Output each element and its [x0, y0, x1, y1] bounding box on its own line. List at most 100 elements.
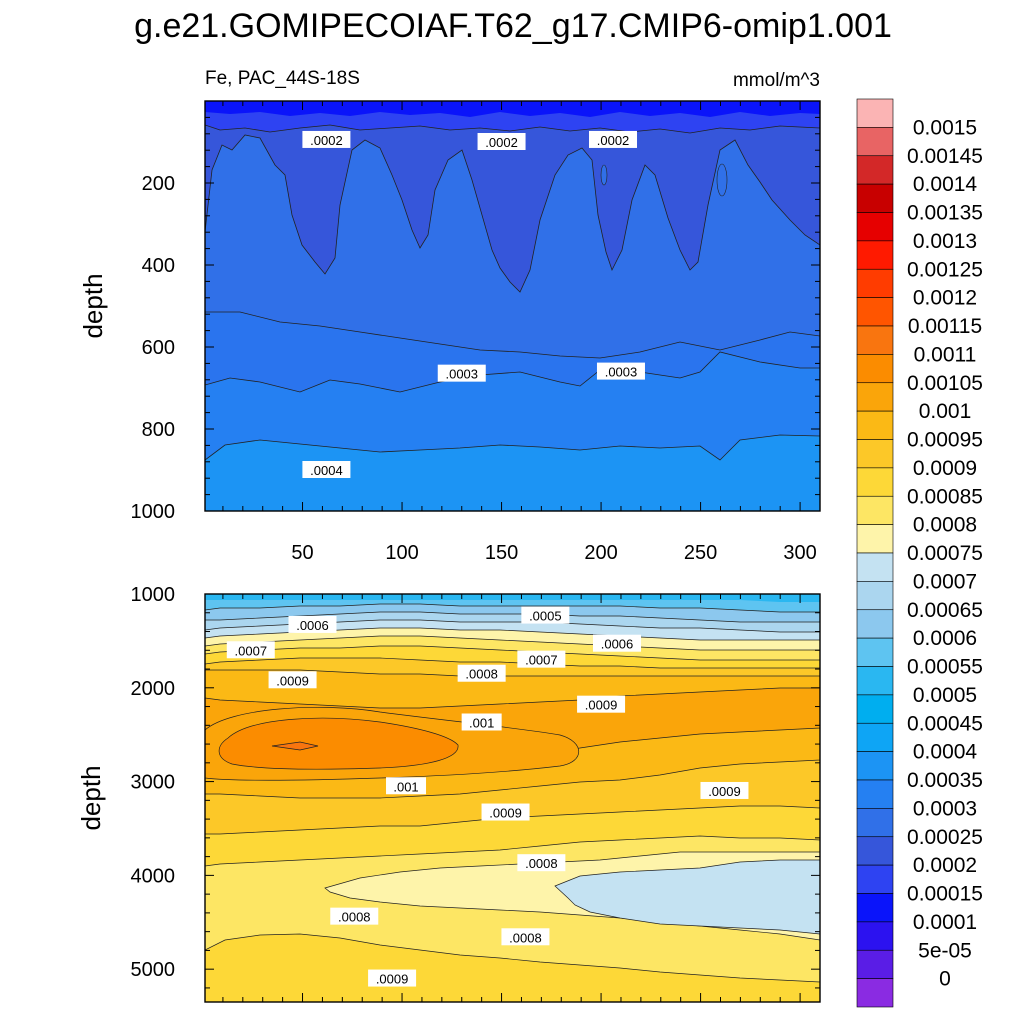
colorbar-swatch: [856, 467, 894, 497]
colorbar-label: 0.0005: [913, 684, 977, 707]
contour-label-box: [368, 969, 417, 987]
colorbar-swatch: [856, 325, 894, 355]
units-label: mmol/m^3: [733, 70, 820, 91]
contour-label-text: .0006: [601, 637, 634, 652]
contour-label: .0008: [517, 854, 566, 872]
contour-label: .0007: [517, 650, 566, 668]
colorbar-label: 5e-05: [918, 939, 972, 962]
colorbar-swatch: [856, 779, 894, 809]
contour-label: .001: [461, 713, 502, 731]
x-tick-label: 50: [291, 542, 313, 564]
colorbar-label: 0.00105: [907, 372, 983, 395]
contour-label: .0009: [577, 695, 626, 713]
contour-label-box: [700, 781, 749, 799]
colorbar-swatch: [856, 127, 894, 157]
colorbar-swatch: [856, 382, 894, 412]
colorbar-label: 0.00095: [907, 429, 983, 452]
contour-label: .001: [386, 777, 427, 795]
lower-core-0p0011: [271, 741, 319, 751]
lower-band-0p0007-pocket: [554, 859, 820, 935]
contour-label-box: [517, 650, 566, 668]
contour-label-box: [457, 664, 506, 682]
upper-pocket: [600, 164, 608, 186]
colorbar-swatch: [856, 808, 894, 838]
colorbar-swatch: [856, 524, 894, 554]
contour-label-box: [521, 606, 570, 624]
colorbar-swatch: [856, 155, 894, 185]
y-tick-label: 4000: [131, 865, 176, 887]
contour-label-text: .0003: [605, 365, 638, 380]
contour-label-text: .0007: [235, 643, 268, 658]
lower-band-0p0009-bottom: [205, 933, 820, 1002]
contour-label-text: .0008: [338, 910, 371, 925]
colorbar-swatch: [856, 893, 894, 923]
lower-core-0p00105: [218, 717, 459, 770]
colorbar-label: 0.00045: [907, 712, 983, 735]
contour-label-box: [477, 133, 526, 150]
contour-label: .0005: [521, 606, 570, 624]
contour-label: .0009: [700, 781, 749, 799]
colorbar-swatch: [856, 751, 894, 781]
colorbar-label: 0.00135: [907, 202, 983, 225]
colorbar-swatch: [856, 495, 894, 525]
contour-label-box: [302, 130, 351, 148]
contour-label-box: [386, 777, 427, 795]
contour-label-text: .0003: [445, 367, 478, 382]
contour-label-text: .001: [393, 779, 418, 794]
contour-label-text: .0004: [310, 463, 343, 478]
contour-label-text: .0009: [489, 806, 522, 821]
colorbar-label: 0.0006: [913, 627, 977, 650]
contour-label-text: .0007: [525, 653, 558, 668]
contour-label: .0002: [302, 130, 351, 148]
contour-label-text: .0009: [376, 972, 409, 987]
colorbar-swatch: [856, 183, 894, 213]
upper-pocket: [716, 163, 728, 197]
colorbar-swatch: [856, 921, 894, 951]
contour-label-box: [596, 362, 645, 380]
colorbar-label: 0.0015: [913, 116, 977, 139]
lower-axis-ticks: 1000 2000 3000 4000 5000: [131, 584, 821, 1002]
colorbar-label: 0.00025: [907, 826, 983, 849]
x-tick-label: 250: [684, 542, 717, 564]
colorbar-label: 0.00145: [907, 145, 983, 168]
x-tick-label: 100: [385, 542, 418, 564]
upper-axis-ticks: 200 400 600 800 1000 50 100 150 200 250 300: [131, 100, 821, 564]
upper-band-0p0002: [205, 101, 820, 293]
contour-label-text: .0009: [276, 673, 309, 688]
y-tick-label: 2000: [131, 678, 176, 700]
lower-plot-frame: [204, 593, 821, 1003]
colorbar-label: 0.0012: [913, 287, 977, 310]
colorbar-swatch: [856, 439, 894, 469]
contour-label-box: [437, 364, 486, 382]
colorbar-label: 0.0002: [913, 854, 977, 877]
contour-label-box: [330, 907, 379, 925]
colorbar-swatch: [856, 864, 894, 894]
colorbar-label: 0.0014: [913, 173, 978, 196]
upper-contour-labels: .0002 .0002 .0002 .0003 .0003 .0004: [302, 130, 645, 478]
colorbar-label: 0.00035: [907, 769, 983, 792]
contour-label: .0003: [437, 364, 486, 382]
colorbar-swatch: [856, 297, 894, 327]
colorbar-swatch: [856, 978, 894, 1008]
colorbar-swatch: [856, 581, 894, 611]
colorbar-label: 0: [939, 968, 951, 991]
contour-label: .0007: [226, 641, 275, 659]
colorbar-swatch: [856, 694, 894, 724]
colorbar-swatch: [856, 354, 894, 384]
colorbar-swatch: [856, 836, 894, 866]
contour-label-text: .0002: [597, 133, 630, 148]
colorbar-swatch: [856, 949, 894, 979]
contour-label: .0002: [589, 130, 638, 148]
colorbar-label: 0.00055: [907, 656, 983, 679]
colorbar-label: 0.00125: [907, 258, 983, 281]
y-tick-label: 3000: [131, 772, 176, 794]
colorbar-swatch: [856, 240, 894, 270]
colorbar-label: 0.0007: [913, 570, 977, 593]
contour-label-box: [589, 130, 638, 148]
x-tick-label: 200: [584, 542, 617, 564]
contour-label-box: [461, 713, 502, 731]
left-subtitle: Fe, PAC_44S-18S: [205, 68, 360, 89]
upper-contour-fill: [205, 101, 820, 511]
